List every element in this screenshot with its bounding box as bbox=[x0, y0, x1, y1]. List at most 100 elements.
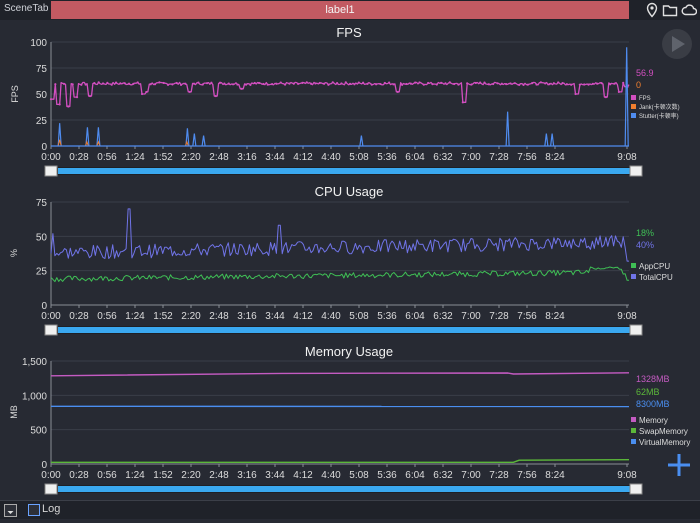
fps-point bbox=[527, 84, 529, 86]
fps-x-tick-label: 2:20 bbox=[181, 152, 201, 163]
cpu-x-tick-label: 1:24 bbox=[125, 311, 145, 322]
fps-point bbox=[215, 95, 217, 97]
fps-point bbox=[332, 81, 334, 83]
fps-point bbox=[462, 101, 464, 103]
fps-point bbox=[358, 81, 360, 83]
fps-point bbox=[514, 82, 516, 84]
fps-point bbox=[206, 82, 208, 84]
fps-point bbox=[293, 83, 295, 85]
fps-point bbox=[297, 83, 299, 85]
cloud-icon[interactable] bbox=[681, 2, 697, 18]
stutter-spike bbox=[193, 134, 196, 146]
fps-x-tick-label: 0:00 bbox=[41, 152, 61, 163]
fps-x-tick-label: 7:56 bbox=[517, 152, 537, 163]
cpu-x-tick-label: 5:08 bbox=[349, 311, 369, 322]
fps-chart-title: FPS bbox=[336, 25, 362, 40]
memory-x-tick-label: 0:56 bbox=[97, 470, 117, 481]
fps-point bbox=[249, 84, 251, 86]
cpu-timeline-range bbox=[58, 327, 630, 333]
fps-point bbox=[89, 95, 91, 97]
fps-point bbox=[366, 83, 368, 85]
fps-x-tick-label: 6:04 bbox=[405, 152, 425, 163]
fps-point bbox=[379, 83, 381, 85]
cpu-timeline-start-handle bbox=[45, 325, 57, 335]
location-pin-icon[interactable] bbox=[644, 2, 660, 18]
fps-point bbox=[254, 82, 256, 84]
cpu-y-axis-label: % bbox=[9, 249, 19, 257]
scene-tab-label[interactable]: SceneTab bbox=[4, 3, 48, 14]
top-bar: SceneTab label1 bbox=[0, 0, 700, 20]
legend-total-cpu-swatch bbox=[631, 274, 636, 279]
fps-point bbox=[141, 93, 143, 95]
memory-x-tick-label: 4:40 bbox=[321, 470, 341, 481]
fps-point bbox=[557, 81, 559, 83]
fps-point bbox=[566, 83, 568, 85]
memory-y-tick-label: 500 bbox=[30, 426, 47, 437]
swap-memory-line bbox=[51, 460, 629, 463]
fps-current-value: 56.9 bbox=[636, 68, 654, 78]
fps-point bbox=[241, 88, 243, 90]
fps-point bbox=[189, 91, 191, 93]
fps-point bbox=[418, 81, 420, 83]
fps-x-tick-label: 2:48 bbox=[209, 152, 229, 163]
fps-point bbox=[362, 82, 364, 84]
fps-x-tick-label: 7:28 bbox=[489, 152, 509, 163]
fps-point bbox=[522, 84, 524, 86]
fps-point bbox=[349, 83, 351, 85]
fps-point bbox=[540, 81, 542, 83]
folder-icon[interactable] bbox=[662, 2, 678, 18]
legend-total-cpu-label: TotalCPU bbox=[639, 273, 673, 282]
cpu-x-tick-label: 3:16 bbox=[237, 311, 257, 322]
scene-title-bar[interactable]: label1 bbox=[51, 1, 629, 19]
cpu-x-tick-label: 1:52 bbox=[153, 311, 173, 322]
legend-app-cpu-label: AppCPU bbox=[639, 262, 670, 271]
fps-point bbox=[93, 82, 95, 84]
fps-point bbox=[470, 83, 472, 85]
fps-point bbox=[579, 84, 581, 86]
memory-x-tick-label: 1:24 bbox=[125, 470, 145, 481]
fps-x-tick-label: 4:40 bbox=[321, 152, 341, 163]
fps-point bbox=[80, 84, 82, 86]
memory-y-tick-label: 1,500 bbox=[22, 357, 47, 368]
fps-point bbox=[436, 83, 438, 85]
fps-x-tick-label: 5:36 bbox=[377, 152, 397, 163]
memory-x-tick-label: 2:20 bbox=[181, 470, 201, 481]
fps-x-tick-label: 4:12 bbox=[293, 152, 313, 163]
fps-point bbox=[388, 81, 390, 83]
add-button[interactable] bbox=[666, 452, 692, 478]
log-checkbox[interactable] bbox=[28, 504, 40, 516]
fps-point bbox=[561, 82, 563, 84]
fps-point bbox=[145, 91, 147, 93]
fps-point bbox=[102, 82, 104, 84]
fps-legend: FPS Jank(卡顿次数) Stutter(卡顿率) bbox=[631, 95, 680, 120]
fps-point bbox=[492, 83, 494, 85]
fps-y-tick-label: 100 bbox=[30, 38, 47, 49]
fps-point bbox=[85, 83, 87, 85]
legend-jank-swatch bbox=[631, 104, 636, 109]
memory-x-tick-label: 0:00 bbox=[41, 470, 61, 481]
memory-x-tick-label: 7:56 bbox=[517, 470, 537, 481]
fps-point bbox=[609, 83, 611, 85]
fps-point bbox=[275, 83, 277, 85]
fps-point bbox=[280, 81, 282, 83]
log-dropdown-button[interactable] bbox=[4, 504, 17, 517]
cpu-y-tick-label: 50 bbox=[36, 232, 48, 243]
legend-virtual-label: VirtualMemory bbox=[639, 438, 690, 447]
fps-point bbox=[63, 83, 65, 85]
fps-point bbox=[193, 83, 195, 85]
fps-y-tick-label: 50 bbox=[36, 90, 48, 101]
fps-point bbox=[483, 81, 485, 83]
fps-point bbox=[392, 83, 394, 85]
cpu-legend: AppCPU TotalCPU bbox=[631, 262, 673, 282]
fps-x-tick-label: 6:32 bbox=[433, 152, 453, 163]
memory-x-tick-label: 5:36 bbox=[377, 470, 397, 481]
legend-virtual-swatch bbox=[631, 439, 636, 444]
total-cpu-line bbox=[51, 209, 629, 261]
memory-x-tick-label: 2:48 bbox=[209, 470, 229, 481]
legend-stutter-swatch bbox=[631, 113, 636, 118]
fps-point bbox=[587, 84, 589, 86]
fps-point bbox=[501, 83, 503, 85]
fps-point bbox=[150, 83, 152, 85]
